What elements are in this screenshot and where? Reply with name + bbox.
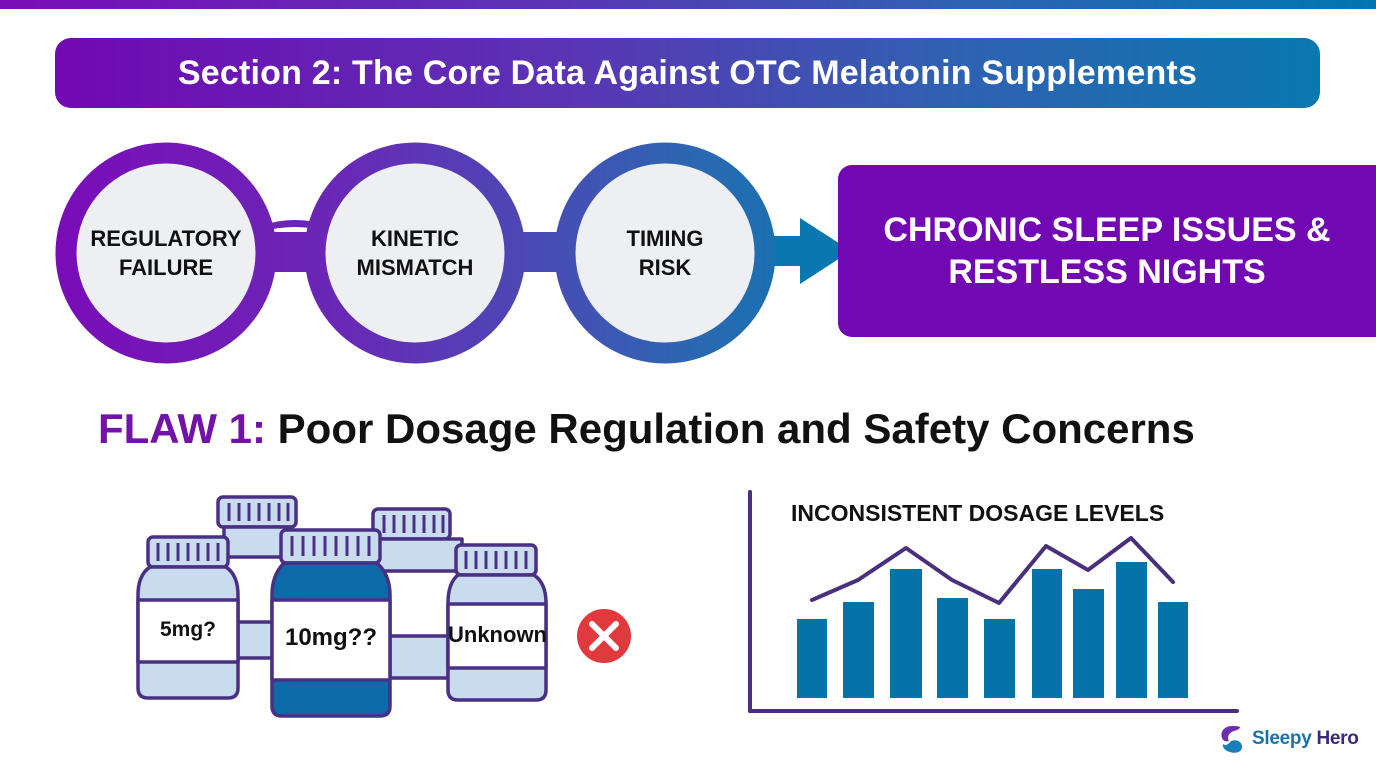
dosage-chart xyxy=(748,490,1239,713)
bottle-label-10mg: 10mg?? xyxy=(284,624,377,651)
result-line-2: RESTLESS NIGHTS xyxy=(948,253,1266,291)
flaw-number: FLAW 1: xyxy=(98,405,266,452)
ring-label-regulatory-failure: REGULATORY FAILURE xyxy=(76,224,256,282)
trend-line xyxy=(810,536,1175,605)
flaw-title: Poor Dosage Regulation and Safety Concer… xyxy=(265,405,1195,452)
section-banner: Section 2: The Core Data Against OTC Mel… xyxy=(55,38,1320,108)
brand-name-part2: Hero xyxy=(1311,728,1359,749)
result-line-1: CHRONIC SLEEP ISSUES & xyxy=(883,211,1331,249)
brand-name: Sleepy Hero xyxy=(1252,728,1359,750)
bottle-label-5mg: 5mg? xyxy=(159,618,216,641)
ring-label-line: FAILURE xyxy=(118,255,214,280)
bottle-label-unknown: Unknown xyxy=(448,622,547,647)
ring-timing-risk xyxy=(554,142,776,364)
ring-label-line: REGULATORY xyxy=(90,226,242,251)
bottle-cap xyxy=(279,528,382,565)
ring-label-line: TIMING xyxy=(626,226,704,251)
brand-name-part1: Sleepy xyxy=(1252,728,1312,749)
ring-label-kinetic-mismatch: KINETIC MISMATCH xyxy=(325,224,505,282)
red-x-icon xyxy=(577,609,631,663)
ring-label-timing-risk: TIMING RISK xyxy=(575,224,755,282)
chart-bars xyxy=(797,562,1188,698)
right-arrow-icon xyxy=(800,218,851,284)
sleepy-hero-logo-icon xyxy=(1221,726,1242,753)
ring-label-line: RISK xyxy=(638,255,692,280)
chart-title: INCONSISTENT DOSAGE LEVELS xyxy=(791,500,1165,526)
ring-kinetic-mismatch xyxy=(304,142,526,364)
ring-label-line: KINETIC xyxy=(371,226,459,251)
section-title: Section 2: The Core Data Against OTC Mel… xyxy=(177,53,1198,92)
flaw-heading: FLAW 1: Poor Dosage Regulation and Safet… xyxy=(98,405,1298,453)
result-box: CHRONIC SLEEP ISSUES & RESTLESS NIGHTS xyxy=(838,165,1376,337)
ring-regulatory-failure xyxy=(55,142,277,364)
bottles-illustration xyxy=(136,495,631,718)
top-gradient-bar xyxy=(0,0,1376,9)
flaw-chain-diagram xyxy=(55,142,851,364)
ring-label-line: MISMATCH xyxy=(356,255,474,280)
brand-logo: Sleepy Hero xyxy=(1218,723,1359,755)
